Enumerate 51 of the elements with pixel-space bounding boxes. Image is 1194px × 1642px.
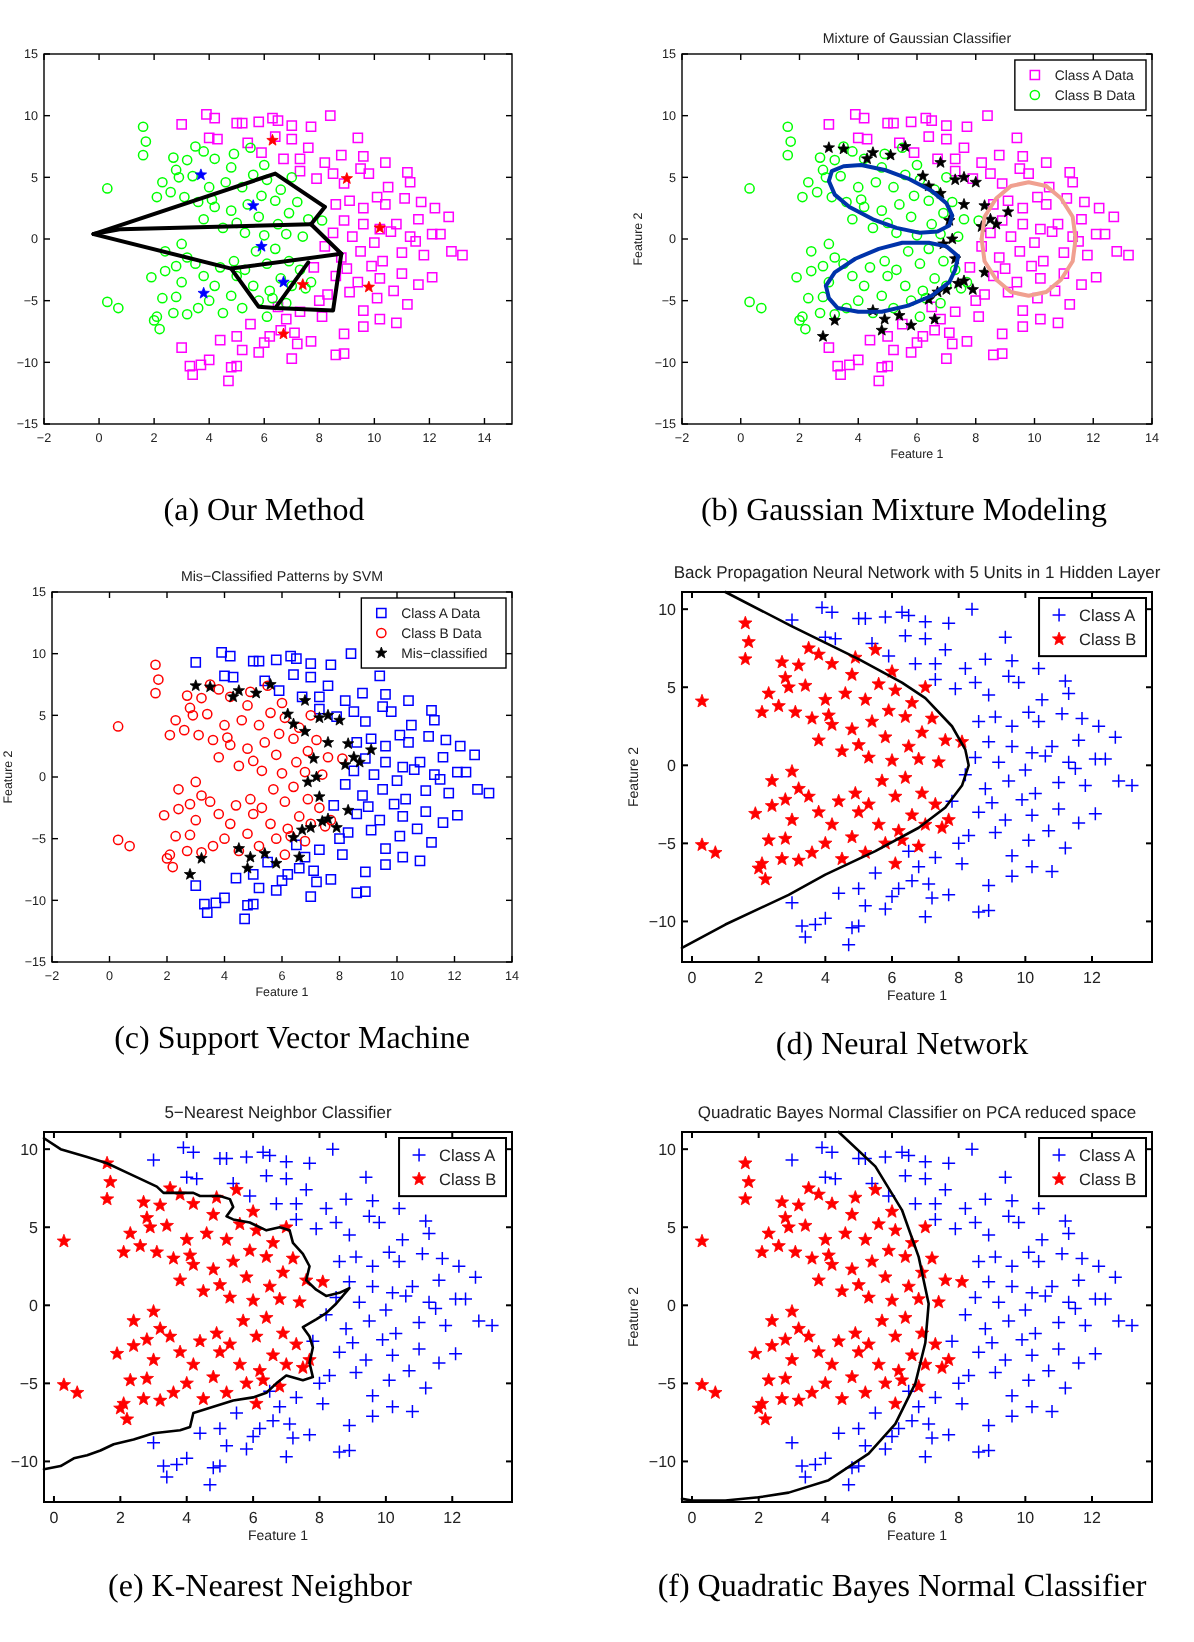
x-tick-label: 2 xyxy=(754,1509,765,1527)
x-tick-label: 12 xyxy=(1083,969,1102,987)
text: (e) K-Nearest Neighbor xyxy=(108,1570,414,1604)
y-tick-label: 5 xyxy=(667,1218,678,1237)
x-tick-label: 0 xyxy=(687,1509,698,1527)
chart-title: 5−Nearest Neighbor Classifier xyxy=(164,1102,392,1122)
x-tick-label: 4 xyxy=(820,1509,831,1527)
x-tick-label: 6 xyxy=(887,1509,898,1527)
x-tick-label: 12 xyxy=(1083,1509,1102,1527)
x-tick-label: 4 xyxy=(182,1509,193,1527)
y-tick-label: 0 xyxy=(667,756,678,775)
legend-label: Class A xyxy=(439,1144,497,1165)
text: (c) Support Vector Machine xyxy=(114,1022,470,1056)
y-tick-label: −5 xyxy=(19,1374,40,1393)
x-tick-label: 0 xyxy=(687,969,698,987)
x-tick-label: 6 xyxy=(887,969,898,987)
text: (f) Quadratic Bayes Normal Classifier xyxy=(657,1570,1148,1604)
y-tick-label: 5 xyxy=(667,678,678,697)
y-tick-label: −10 xyxy=(10,1453,40,1472)
legend-label: Class B xyxy=(439,1168,498,1189)
y-tick-label: 10 xyxy=(658,1140,678,1159)
text: (a) Our Method xyxy=(163,494,365,528)
y-tick-label: −10 xyxy=(648,913,678,932)
x-tick-label: 10 xyxy=(1016,969,1036,987)
text: (d) Neural Network xyxy=(775,1028,1029,1062)
y-tick-label: 10 xyxy=(658,600,678,619)
x-tick-label: 8 xyxy=(954,969,965,987)
text: (b) Gaussian Mixture Modeling xyxy=(700,494,1108,528)
x-tick-label: 8 xyxy=(954,1509,965,1527)
y-tick-label: 0 xyxy=(667,1296,678,1315)
y-tick-label: 10 xyxy=(20,1140,40,1159)
x-tick-label: 8 xyxy=(315,1509,326,1527)
y-tick-label: 0 xyxy=(29,1296,40,1315)
x-tick-label: 4 xyxy=(820,969,831,987)
x-tick-label: 12 xyxy=(443,1509,463,1527)
x-tick-label: 10 xyxy=(1016,1509,1036,1527)
y-tick-label: −10 xyxy=(648,1453,678,1472)
legend-label: Class B xyxy=(1079,1168,1138,1189)
x-tick-label: 2 xyxy=(115,1509,126,1527)
chart-title: Quadratic Bayes Normal Classifier on PCA reduced space xyxy=(697,1102,1137,1122)
y-tick-label: −5 xyxy=(657,834,678,853)
legend-label: Class A xyxy=(1079,1144,1137,1165)
legend-label: Class B xyxy=(1079,628,1138,649)
x-tick-label: 0 xyxy=(49,1509,60,1527)
legend-label: Class A xyxy=(1079,604,1137,625)
x-tick-label: 2 xyxy=(754,969,765,987)
x-tick-label: 10 xyxy=(376,1509,396,1527)
y-tick-label: 5 xyxy=(29,1218,40,1237)
y-tick-label: −5 xyxy=(657,1374,678,1393)
x-tick-label: 6 xyxy=(248,1509,259,1527)
chart-title: Back Propagation Neural Network with 5 Units in 1 Hidden Layer xyxy=(673,562,1161,582)
